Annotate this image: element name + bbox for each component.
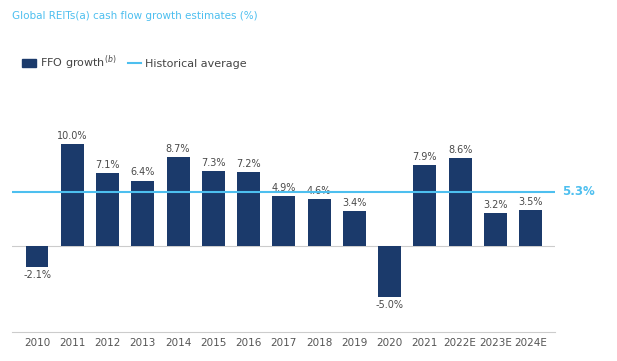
Text: 3.2%: 3.2% — [483, 200, 508, 210]
Bar — [378, 245, 401, 296]
Bar — [413, 165, 436, 245]
Text: 7.3%: 7.3% — [201, 158, 226, 168]
Text: 8.7%: 8.7% — [166, 144, 190, 154]
Bar — [202, 171, 225, 245]
Text: 4.9%: 4.9% — [271, 183, 296, 193]
Bar — [131, 180, 154, 245]
Bar — [272, 196, 296, 245]
Text: 7.9%: 7.9% — [413, 152, 437, 162]
Bar — [25, 245, 49, 267]
Text: 4.6%: 4.6% — [307, 186, 331, 196]
Bar — [449, 158, 471, 245]
Bar — [484, 213, 507, 245]
Bar — [308, 199, 331, 245]
Text: 8.6%: 8.6% — [448, 145, 472, 155]
Bar — [167, 157, 189, 245]
Text: 7.2%: 7.2% — [236, 159, 261, 169]
Text: 5.3%: 5.3% — [562, 185, 595, 198]
Text: 10.0%: 10.0% — [57, 131, 88, 141]
Bar — [237, 173, 260, 245]
Legend: FFO growth$^{(b)}$, Historical average: FFO growth$^{(b)}$, Historical average — [18, 49, 252, 77]
Text: 7.1%: 7.1% — [95, 160, 120, 170]
Text: 3.5%: 3.5% — [518, 197, 543, 207]
Text: -2.1%: -2.1% — [23, 270, 51, 280]
Text: -5.0%: -5.0% — [376, 300, 404, 310]
Bar — [61, 144, 84, 245]
Text: 6.4%: 6.4% — [131, 168, 155, 178]
Bar — [519, 210, 542, 245]
Bar — [343, 211, 366, 245]
Bar — [96, 173, 119, 245]
Text: 3.4%: 3.4% — [342, 198, 366, 208]
Text: Global REITs(a) cash flow growth estimates (%): Global REITs(a) cash flow growth estimat… — [12, 11, 258, 21]
